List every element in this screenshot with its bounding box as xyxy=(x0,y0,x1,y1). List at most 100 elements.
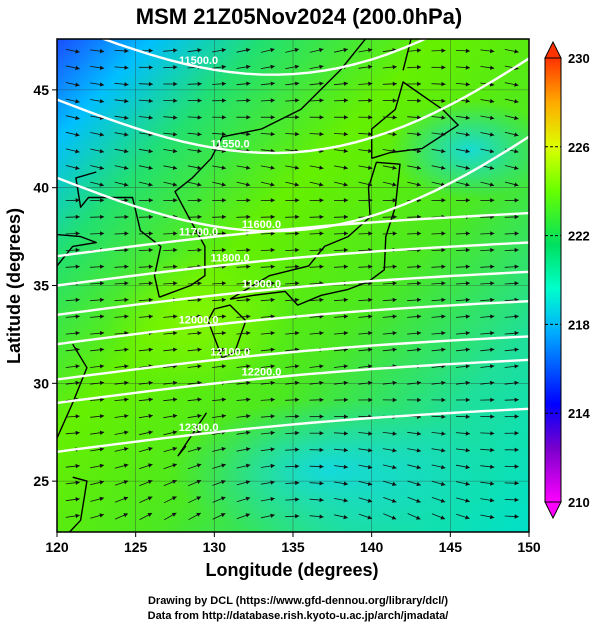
streamline-arrowhead xyxy=(319,81,324,86)
streamline-arrowhead xyxy=(441,297,446,303)
streamline-arrowhead xyxy=(75,347,80,352)
streamline-arrowhead xyxy=(124,65,129,70)
streamline-arrowhead xyxy=(489,498,495,503)
streamline-arrowhead xyxy=(368,297,373,303)
streamline-arrowhead xyxy=(319,397,324,402)
streamline-arrowhead xyxy=(197,247,202,253)
streamline-arrowhead xyxy=(465,397,470,403)
streamline-arrowhead xyxy=(441,132,446,137)
streamline-arrowhead xyxy=(222,115,227,120)
streamline-arrowhead xyxy=(417,264,422,269)
x-tick-label: 150 xyxy=(517,539,541,555)
streamline-arrowhead xyxy=(123,480,129,485)
streamline-arrowhead xyxy=(295,231,300,236)
streamline-arrowhead xyxy=(173,281,178,286)
streamline-arrowhead xyxy=(172,496,177,501)
streamline-arrowhead xyxy=(514,314,519,319)
x-tick-label: 135 xyxy=(281,539,305,555)
streamline-arrowhead xyxy=(489,98,495,104)
streamline-arrowhead xyxy=(295,414,300,419)
streamline-arrowhead xyxy=(197,281,202,286)
streamline-arrowhead xyxy=(490,481,495,486)
contour-label: 12300.0 xyxy=(179,422,219,434)
streamline-arrowhead xyxy=(441,81,446,87)
streamline-arrowhead xyxy=(197,214,202,220)
colorbar-ticks: 210 214 218 222 226 230 xyxy=(545,51,590,510)
colorbar-tick-label: 226 xyxy=(568,140,590,155)
streamline-arrowhead xyxy=(246,314,251,319)
streamline-arrowhead xyxy=(368,397,373,403)
streamline-arrowhead xyxy=(124,414,129,419)
streamline-arrowhead xyxy=(294,380,300,386)
streamline-arrowhead xyxy=(368,314,373,319)
streamline-arrowhead xyxy=(416,165,421,170)
colorbar-tick-label: 222 xyxy=(568,229,590,244)
streamline-arrowhead xyxy=(75,430,80,436)
streamline-arrowhead xyxy=(465,331,470,336)
streamline-arrowhead xyxy=(124,231,129,236)
streamline-arrowhead xyxy=(246,347,251,352)
streamline-arrowhead xyxy=(172,148,178,154)
streamline-arrowhead xyxy=(221,347,226,352)
contour-label: 11800.0 xyxy=(211,252,250,264)
streamline-arrowhead xyxy=(319,414,324,419)
streamline-arrowhead xyxy=(416,182,421,187)
streamline-arrowhead xyxy=(465,231,470,236)
streamline-arrowhead xyxy=(245,182,251,187)
colorbar: 210 214 218 222 226 230 xyxy=(544,40,590,520)
streamline-arrowhead xyxy=(514,447,519,452)
streamline-arrowhead xyxy=(222,98,227,103)
streamline-arrowhead xyxy=(514,198,519,203)
streamline-arrowhead xyxy=(440,498,446,503)
streamline-arrowhead xyxy=(441,347,446,352)
streamline-arrowhead xyxy=(197,98,202,103)
streamline-arrowhead xyxy=(343,364,348,369)
streamline-arrowhead xyxy=(490,297,495,303)
streamline-arrowhead xyxy=(75,314,80,319)
streamline-arrowhead xyxy=(319,331,324,336)
streamline-arrowhead xyxy=(197,115,202,120)
streamline-arrowhead xyxy=(222,198,227,203)
contour-line xyxy=(57,211,529,258)
streamline-arrowhead xyxy=(197,364,202,369)
streamline-arrowhead xyxy=(270,347,275,352)
streamline-arrowhead xyxy=(148,413,153,419)
streamline-arrowhead xyxy=(124,264,129,269)
streamline-arrowhead xyxy=(270,264,275,269)
streamline-arrowhead xyxy=(221,48,226,53)
streamline-arrowhead xyxy=(246,281,251,286)
streamline-arrowhead xyxy=(441,98,446,103)
streamline-arrowhead xyxy=(221,281,226,286)
streamline-arrowhead xyxy=(416,515,421,520)
streamline-arrowhead xyxy=(173,65,178,70)
streamline-arrowhead xyxy=(246,264,251,269)
streamline-arrowhead xyxy=(465,314,470,319)
streamline-arrowhead xyxy=(100,264,105,269)
coastline-segment xyxy=(222,39,367,138)
streamline-arrowhead xyxy=(417,397,422,403)
streamline-arrowhead xyxy=(295,331,300,336)
streamline-arrowhead xyxy=(392,431,397,436)
streamline-arrowhead xyxy=(368,98,373,103)
streamline-arrowhead xyxy=(441,431,446,436)
streamline-arrowhead xyxy=(246,331,251,336)
streamline-arrowhead xyxy=(245,48,251,53)
streamline-arrowhead xyxy=(416,48,422,53)
streamline-arrowhead xyxy=(441,380,446,386)
x-tick-label: 125 xyxy=(124,539,148,555)
streamline-arrowhead xyxy=(124,165,129,170)
streamline-arrowhead xyxy=(368,331,373,336)
streamline-arrowhead xyxy=(246,115,251,120)
colorbar-bottom-arrow xyxy=(544,501,562,520)
streamline-arrowhead xyxy=(514,497,519,502)
colorbar-tick-label: 210 xyxy=(568,495,590,510)
streamline-arrowhead xyxy=(440,515,445,520)
streamline-arrowhead xyxy=(75,331,80,336)
streamline-arrowhead xyxy=(124,364,129,369)
streamline-arrowhead xyxy=(172,430,178,435)
streamline-arrowhead xyxy=(148,148,153,154)
streamline-arrowhead xyxy=(343,231,348,236)
contour-label: 11600.0 xyxy=(242,219,281,231)
streamline-arrowhead xyxy=(75,497,80,502)
